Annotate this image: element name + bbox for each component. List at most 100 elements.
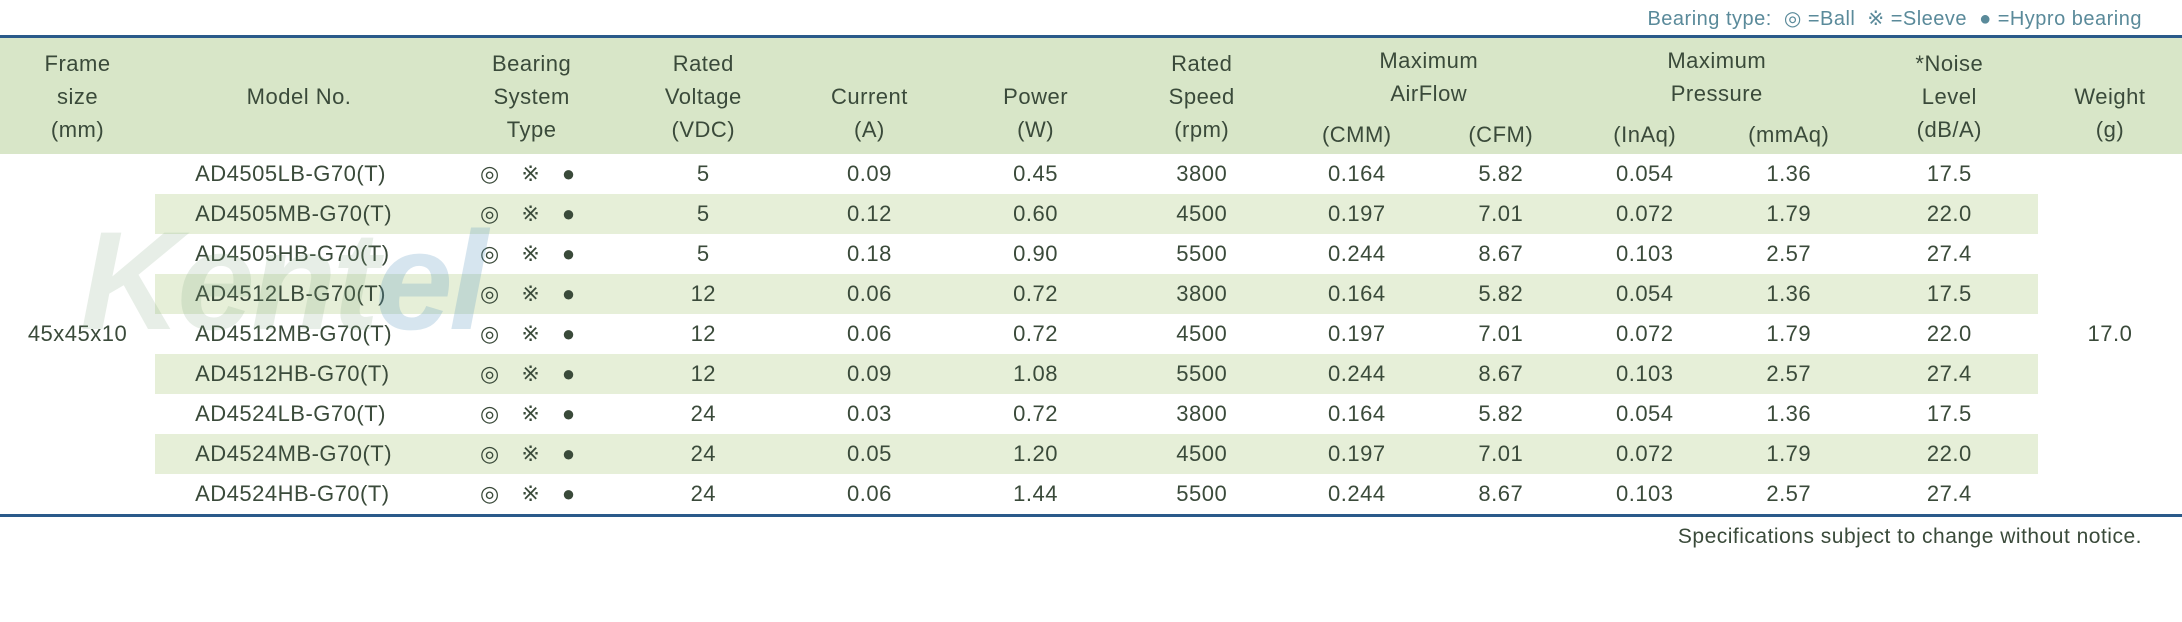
spec-table: Frame size (mm) Model No. Bearing System… — [0, 38, 2182, 514]
table-row: AD4505HB-G70(T)◎ ※ ●50.180.9055000.2448.… — [0, 234, 2182, 274]
model-cell: AD4512HB-G70(T) — [155, 354, 443, 394]
bearing-cell: ◎ ※ ● — [443, 314, 620, 354]
hdr-voltage: Rated Voltage (VDC) — [620, 38, 786, 154]
volt-cell: 24 — [620, 474, 786, 514]
speed-cell: 3800 — [1119, 274, 1285, 314]
table-row: AD4512MB-G70(T)◎ ※ ●120.060.7245000.1977… — [0, 314, 2182, 354]
volt-cell: 12 — [620, 274, 786, 314]
table-row: AD4512HB-G70(T)◎ ※ ●120.091.0855000.2448… — [0, 354, 2182, 394]
cfm-cell: 8.67 — [1429, 474, 1573, 514]
curr-cell: 0.03 — [786, 394, 952, 434]
table-row: 45x45x10AD4505LB-G70(T)◎ ※ ●50.090.45380… — [0, 154, 2182, 194]
cmm-cell: 0.244 — [1285, 474, 1429, 514]
speed-cell: 4500 — [1119, 434, 1285, 474]
mmaq-cell: 2.57 — [1717, 474, 1861, 514]
power-cell: 1.44 — [953, 474, 1119, 514]
hdr-airflow: Maximum AirFlow — [1285, 38, 1573, 116]
inaq-cell: 0.103 — [1573, 234, 1717, 274]
noise-cell: 27.4 — [1861, 354, 2038, 394]
volt-cell: 12 — [620, 354, 786, 394]
volt-cell: 5 — [620, 154, 786, 194]
hdr-cfm: (CFM) — [1429, 116, 1573, 154]
model-cell: AD4524LB-G70(T) — [155, 394, 443, 434]
ball-text: =Ball — [1808, 8, 1856, 30]
power-cell: 0.72 — [953, 394, 1119, 434]
speed-cell: 5500 — [1119, 354, 1285, 394]
speed-cell: 4500 — [1119, 314, 1285, 354]
volt-cell: 5 — [620, 194, 786, 234]
model-cell: AD4524HB-G70(T) — [155, 474, 443, 514]
hdr-frame: Frame size (mm) — [0, 38, 155, 154]
mmaq-cell: 1.79 — [1717, 194, 1861, 234]
volt-cell: 24 — [620, 394, 786, 434]
bearing-cell: ◎ ※ ● — [443, 154, 620, 194]
cfm-cell: 5.82 — [1429, 274, 1573, 314]
cmm-cell: 0.164 — [1285, 394, 1429, 434]
speed-cell: 5500 — [1119, 474, 1285, 514]
speed-cell: 3800 — [1119, 154, 1285, 194]
mmaq-cell: 2.57 — [1717, 234, 1861, 274]
table-row: AD4512LB-G70(T)◎ ※ ●120.060.7238000.1645… — [0, 274, 2182, 314]
noise-cell: 22.0 — [1861, 434, 2038, 474]
table-row: AD4524MB-G70(T)◎ ※ ●240.051.2045000.1977… — [0, 434, 2182, 474]
model-cell: AD4505LB-G70(T) — [155, 154, 443, 194]
cfm-cell: 7.01 — [1429, 314, 1573, 354]
inaq-cell: 0.054 — [1573, 394, 1717, 434]
hypro-icon: ● — [1979, 8, 1992, 30]
bearing-cell: ◎ ※ ● — [443, 474, 620, 514]
bearing-cell: ◎ ※ ● — [443, 274, 620, 314]
footnote: Specifications subject to change without… — [0, 517, 2182, 555]
speed-cell: 4500 — [1119, 194, 1285, 234]
mmaq-cell: 1.79 — [1717, 314, 1861, 354]
speed-cell: 5500 — [1119, 234, 1285, 274]
hdr-pressure: Maximum Pressure — [1573, 38, 1861, 116]
noise-cell: 17.5 — [1861, 394, 2038, 434]
table-row: AD4524HB-G70(T)◎ ※ ●240.061.4455000.2448… — [0, 474, 2182, 514]
power-cell: 0.72 — [953, 274, 1119, 314]
hdr-model: Model No. — [155, 38, 443, 154]
inaq-cell: 0.103 — [1573, 354, 1717, 394]
mmaq-cell: 1.36 — [1717, 394, 1861, 434]
power-cell: 0.45 — [953, 154, 1119, 194]
legend-label: Bearing type: — [1647, 8, 1771, 30]
inaq-cell: 0.072 — [1573, 314, 1717, 354]
curr-cell: 0.06 — [786, 474, 952, 514]
cmm-cell: 0.244 — [1285, 354, 1429, 394]
cmm-cell: 0.197 — [1285, 434, 1429, 474]
inaq-cell: 0.054 — [1573, 274, 1717, 314]
hdr-noise: *Noise Level (dB/A) — [1861, 38, 2038, 154]
bearing-cell: ◎ ※ ● — [443, 354, 620, 394]
speed-cell: 3800 — [1119, 394, 1285, 434]
hdr-current: Current (A) — [786, 38, 952, 154]
bearing-cell: ◎ ※ ● — [443, 434, 620, 474]
hdr-weight: Weight (g) — [2038, 38, 2182, 154]
volt-cell: 24 — [620, 434, 786, 474]
cmm-cell: 0.164 — [1285, 274, 1429, 314]
curr-cell: 0.09 — [786, 354, 952, 394]
power-cell: 0.72 — [953, 314, 1119, 354]
power-cell: 0.90 — [953, 234, 1119, 274]
inaq-cell: 0.072 — [1573, 434, 1717, 474]
mmaq-cell: 2.57 — [1717, 354, 1861, 394]
volt-cell: 5 — [620, 234, 786, 274]
hdr-speed: Rated Speed (rpm) — [1119, 38, 1285, 154]
mmaq-cell: 1.79 — [1717, 434, 1861, 474]
sleeve-text: =Sleeve — [1891, 8, 1967, 30]
table-row: AD4505MB-G70(T)◎ ※ ●50.120.6045000.1977.… — [0, 194, 2182, 234]
power-cell: 0.60 — [953, 194, 1119, 234]
table-body: 45x45x10AD4505LB-G70(T)◎ ※ ●50.090.45380… — [0, 154, 2182, 514]
table-row: AD4524LB-G70(T)◎ ※ ●240.030.7238000.1645… — [0, 394, 2182, 434]
curr-cell: 0.06 — [786, 314, 952, 354]
power-cell: 1.20 — [953, 434, 1119, 474]
cmm-cell: 0.244 — [1285, 234, 1429, 274]
hdr-power: Power (W) — [953, 38, 1119, 154]
hdr-bearing: Bearing System Type — [443, 38, 620, 154]
curr-cell: 0.18 — [786, 234, 952, 274]
curr-cell: 0.05 — [786, 434, 952, 474]
curr-cell: 0.09 — [786, 154, 952, 194]
bearing-cell: ◎ ※ ● — [443, 194, 620, 234]
mmaq-cell: 1.36 — [1717, 154, 1861, 194]
cfm-cell: 7.01 — [1429, 194, 1573, 234]
inaq-cell: 0.072 — [1573, 194, 1717, 234]
cmm-cell: 0.197 — [1285, 194, 1429, 234]
